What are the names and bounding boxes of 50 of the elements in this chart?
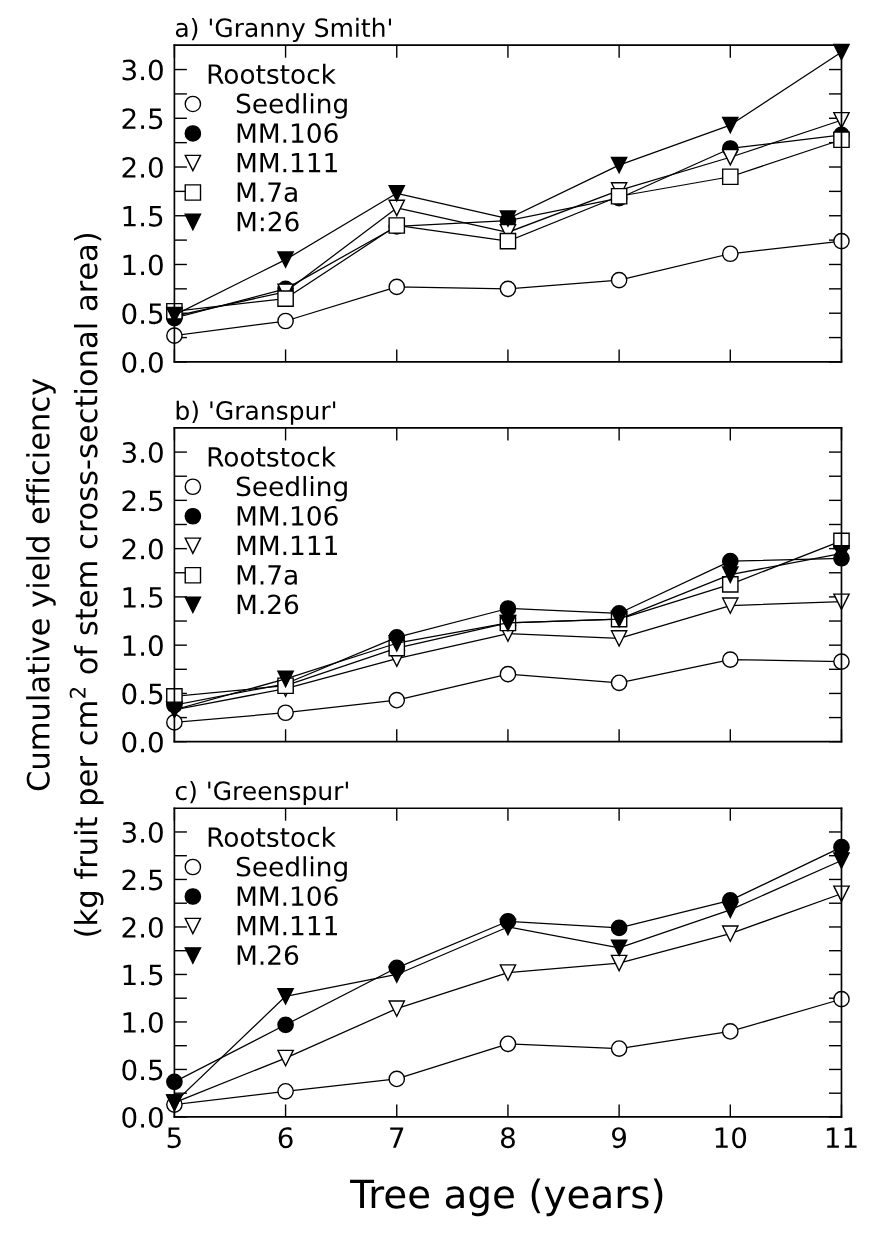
y-tick-label: 1.0: [123, 635, 163, 657]
x-tick-label: 8: [500, 1127, 515, 1149]
x-tick-label: 5: [167, 1127, 181, 1149]
y-tick-label: 3.0: [122, 59, 163, 81]
legend-label: M.7a: [237, 565, 297, 585]
chart-title: a) 'Granny Smith': [175, 17, 391, 43]
x-tick-label: 6: [278, 1127, 293, 1149]
legend-label: MM.111: [237, 535, 337, 555]
chart-title: c) 'Greenspur': [175, 780, 348, 806]
y-tick-label: 0.5: [122, 303, 163, 325]
legend-label: MM.111: [237, 916, 337, 936]
legend-label: MM.106: [237, 886, 338, 907]
legend-label: Seedling: [236, 93, 347, 119]
y-tick-label: 0.0: [122, 731, 163, 753]
x-axis-title: Tree age (years): [350, 1178, 663, 1217]
y-tick-label: 3.0: [122, 821, 163, 843]
y-tick-label: 2.5: [122, 869, 163, 891]
y-tick-label: 2.5: [122, 108, 163, 130]
legend-label: M.26: [237, 594, 299, 615]
legend-label: M:26: [237, 211, 299, 232]
y-tick-label: 2.5: [122, 490, 163, 512]
legend-label: M.26: [237, 945, 299, 966]
y-tick-label: 0.5: [122, 683, 163, 705]
legend-title: Rootstock: [208, 446, 336, 467]
legend-label: MM.111: [237, 152, 337, 173]
y-tick-label: 2.0: [122, 538, 163, 560]
legend-title: Rootstock: [208, 63, 336, 85]
x-tick-label: 10: [715, 1127, 747, 1149]
x-tick-label: 9: [612, 1127, 626, 1149]
y-tick-label: 0.5: [122, 1059, 163, 1081]
y-tick-label: 1.0: [123, 254, 163, 276]
legend-label: MM.106: [237, 505, 338, 526]
legend-label: MM.106: [237, 123, 338, 144]
x-tick-label: 7: [390, 1127, 404, 1148]
y-axis-title: Cumulative yield efficiency (kg fruit per cm$^{2}$ of stem cross-sectional area): [26, 233, 104, 936]
y-tick-label: 1.5: [123, 587, 163, 608]
legend-label: Seedling: [236, 475, 347, 502]
x-tick-label: 11: [826, 1127, 857, 1148]
legend-label: M.7a: [237, 182, 297, 203]
y-tick-label: 3.0: [122, 442, 163, 464]
y-tick-label: 1.5: [123, 964, 163, 986]
y-tick-label: 1.0: [123, 1011, 163, 1033]
y-tick-label: 2.0: [122, 156, 163, 178]
y-tick-label: 2.0: [122, 916, 163, 938]
y-tick-label: 0.0: [122, 1106, 163, 1128]
legend-label: Seedling: [236, 856, 347, 882]
y-tick-label: 0.0: [122, 351, 163, 373]
legend-title: Rootstock: [208, 826, 336, 848]
chart-title: b) 'Granspur': [176, 400, 336, 425]
y-tick-label: 1.5: [123, 206, 163, 227]
